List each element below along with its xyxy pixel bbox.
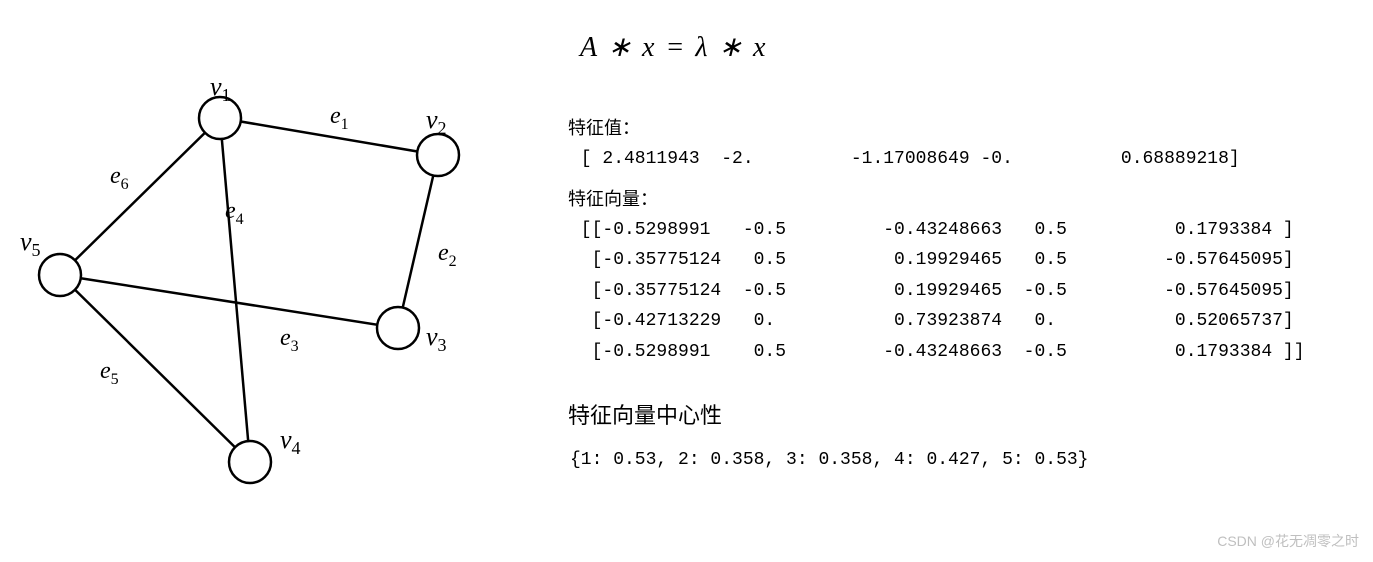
node-label-v1: v1 bbox=[210, 72, 231, 105]
matrix-row: [[-0.5298991 -0.5 -0.43248663 0.5 0.1793… bbox=[570, 215, 1353, 246]
eigenvector-label: 特征向量： bbox=[568, 185, 1353, 211]
edge-label-e6: e6 bbox=[110, 163, 129, 193]
edge-label-e2: e2 bbox=[438, 240, 457, 270]
network-graph: e1 e2 e3 e4 e5 e6 v1 v2 v3 v4 v5 bbox=[0, 0, 540, 557]
eigenvalue-row: [ 2.4811943 -2. -1.17008649 -0. 0.688892… bbox=[570, 144, 1353, 175]
node-label-v5: v5 bbox=[20, 227, 41, 260]
node-v5 bbox=[39, 254, 81, 296]
node-v2 bbox=[417, 134, 459, 176]
edge-e6 bbox=[60, 118, 220, 275]
data-panel: A ∗ x = λ ∗ x 特征值： [ 2.4811943 -2. -1.17… bbox=[540, 0, 1373, 557]
node-label-v4: v4 bbox=[280, 425, 301, 458]
watermark: CSDN @花无凋零之时 bbox=[1217, 531, 1359, 551]
edge-e4 bbox=[220, 118, 250, 462]
edge-label-e4: e4 bbox=[225, 198, 244, 228]
edge-e2 bbox=[398, 155, 438, 328]
edge-e5 bbox=[60, 275, 250, 462]
graph-panel: e1 e2 e3 e4 e5 e6 v1 v2 v3 v4 v5 bbox=[0, 0, 540, 557]
edge-label-e3: e3 bbox=[280, 325, 299, 355]
edge-e1 bbox=[220, 118, 438, 155]
eigenvector-matrix: [[-0.5298991 -0.5 -0.43248663 0.5 0.1793… bbox=[560, 215, 1353, 368]
matrix-row: [-0.35775124 0.5 0.19929465 0.5 -0.57645… bbox=[570, 245, 1353, 276]
edge-e3 bbox=[60, 275, 398, 328]
node-label-v3: v3 bbox=[426, 322, 447, 355]
node-v1 bbox=[199, 97, 241, 139]
eigenvalue-label: 特征值： bbox=[568, 114, 1353, 140]
equation: A ∗ x = λ ∗ x bbox=[580, 30, 1353, 64]
centrality-values: {1: 0.53, 2: 0.358, 3: 0.358, 4: 0.427, … bbox=[570, 450, 1353, 470]
matrix-row: [-0.5298991 0.5 -0.43248663 -0.5 0.17933… bbox=[570, 337, 1353, 368]
centrality-label: 特征向量中心性 bbox=[568, 398, 1353, 430]
edge-label-e5: e5 bbox=[100, 358, 119, 388]
matrix-row: [-0.35775124 -0.5 0.19929465 -0.5 -0.576… bbox=[570, 276, 1353, 307]
edge-label-e1: e1 bbox=[330, 103, 349, 133]
node-label-v2: v2 bbox=[426, 105, 447, 138]
matrix-row: [-0.42713229 0. 0.73923874 0. 0.52065737… bbox=[570, 306, 1353, 337]
node-v4 bbox=[229, 441, 271, 483]
node-v3 bbox=[377, 307, 419, 349]
